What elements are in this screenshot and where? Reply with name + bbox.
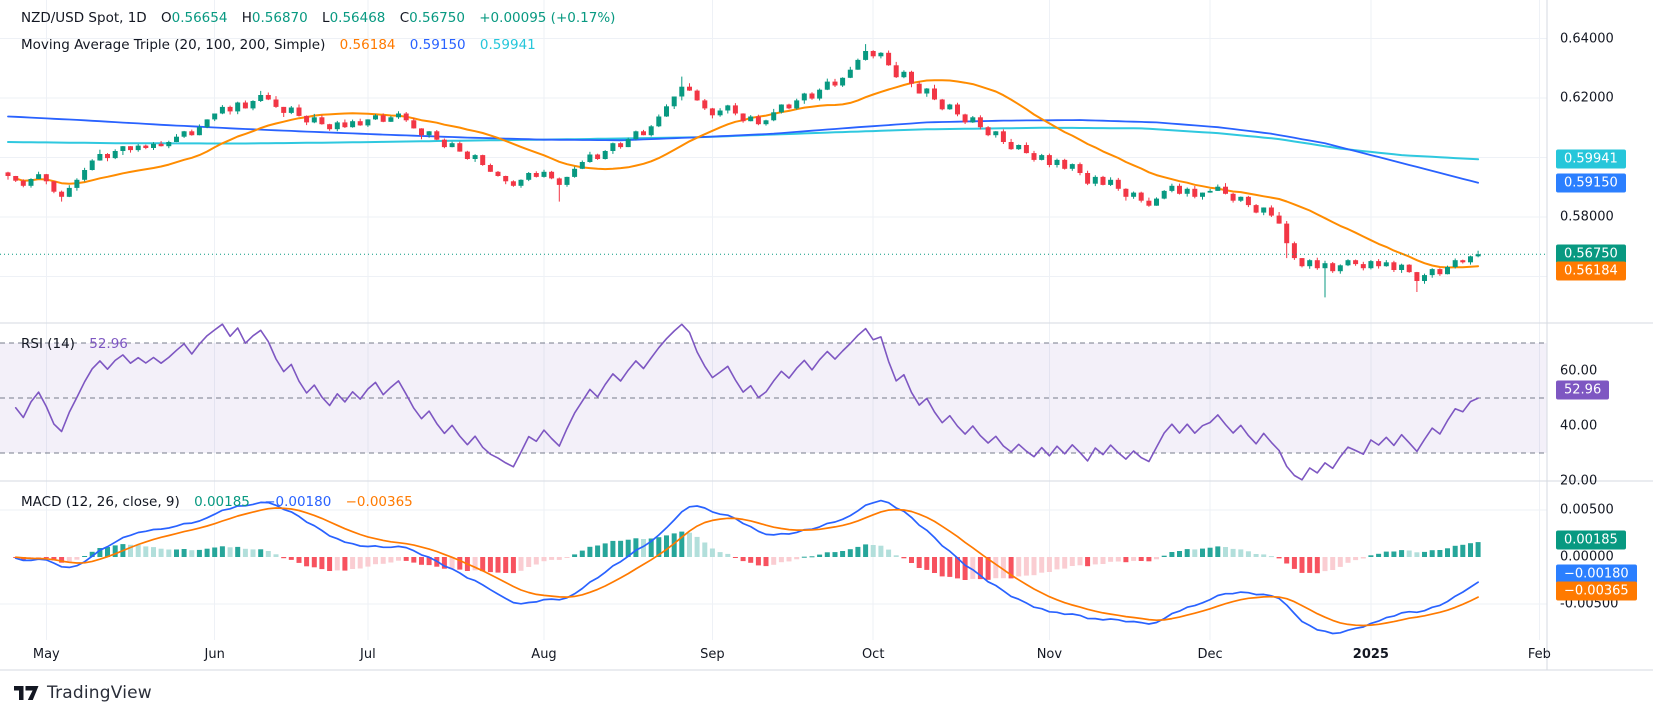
ma100-value: 0.59150 bbox=[409, 37, 466, 53]
brand-name: TradingView bbox=[47, 683, 152, 703]
close-value: 0.56750 bbox=[409, 10, 465, 26]
time-axis-label: Oct bbox=[861, 647, 885, 662]
macd-legend-title: MACD (12, 26, close, 9) bbox=[21, 494, 180, 510]
change-value: +0.00095 (+0.17%) bbox=[479, 10, 616, 26]
axis-label: 0.64000 bbox=[1560, 31, 1614, 46]
close-key: C bbox=[399, 10, 410, 26]
macd-line-value: −0.00180 bbox=[264, 494, 332, 510]
time-axis-label: May bbox=[32, 647, 60, 662]
price-axis[interactable]: 0.64000 0.62000 0.58000 60.00 40.00 20.00 0.00… bbox=[0, 0, 1653, 670]
low-value: 0.56468 bbox=[329, 10, 386, 26]
time-axis-label: Nov bbox=[1036, 647, 1063, 662]
candles[interactable] bbox=[5, 44, 1481, 298]
macd-signal-value: −0.00365 bbox=[345, 494, 413, 510]
high-value: 0.56870 bbox=[251, 10, 308, 26]
time-axis-label: Aug bbox=[531, 647, 557, 662]
time-axis-label: 2025 bbox=[1352, 647, 1389, 662]
high-key: H bbox=[241, 10, 252, 26]
axis-label: 20.00 bbox=[1560, 473, 1598, 488]
time-axis-label: Feb bbox=[1527, 647, 1551, 662]
axis-badge: 52.96 bbox=[1556, 380, 1610, 400]
open-value: 0.56654 bbox=[171, 10, 228, 26]
rsi-legend[interactable]: RSI (14) 52.96 bbox=[21, 336, 132, 352]
axis-badge: 0.56750 bbox=[1556, 244, 1626, 264]
rsi-legend-title: RSI (14) bbox=[21, 336, 75, 352]
ma200-value: 0.59941 bbox=[479, 37, 536, 53]
symbol-title: NZD/USD Spot, 1D bbox=[21, 10, 147, 26]
macd-legend[interactable]: MACD (12, 26, close, 9) 0.00185 −0.00180… bbox=[21, 494, 417, 510]
macd-hist-value: 0.00185 bbox=[194, 494, 250, 510]
symbol-legend[interactable]: NZD/USD Spot, 1D O0.56654 H0.56870 L0.56… bbox=[21, 10, 619, 26]
ma-triple-legend[interactable]: Moving Average Triple (20, 100, 200, Sim… bbox=[21, 37, 540, 53]
axis-badge: −0.00180 bbox=[1556, 564, 1637, 584]
low-key: L bbox=[322, 10, 330, 26]
axis-label: 60.00 bbox=[1560, 363, 1598, 378]
rsi-band bbox=[0, 342, 1547, 454]
time-axis-label: Jun bbox=[204, 647, 225, 662]
axis-label: 0.62000 bbox=[1560, 90, 1614, 106]
time-axis[interactable]: May Jun Jul Aug Sep Oct Nov Dec 2025 Feb bbox=[0, 640, 1653, 670]
rsi-line bbox=[14, 323, 1479, 481]
gridlines bbox=[0, 0, 1547, 640]
open-key: O bbox=[160, 10, 172, 26]
time-axis-label: Jul bbox=[360, 647, 376, 662]
tradingview-icon bbox=[14, 685, 39, 700]
axis-badge: 0.59941 bbox=[1556, 149, 1626, 169]
macd-lines bbox=[14, 499, 1479, 635]
axis-badge: 0.59150 bbox=[1556, 173, 1626, 193]
axis-badge: −0.00365 bbox=[1556, 581, 1637, 601]
tradingview-logo-link[interactable]: TradingView bbox=[14, 683, 152, 703]
axis-label: 0.00000 bbox=[1560, 549, 1614, 565]
time-axis-label: Sep bbox=[700, 647, 725, 662]
axis-label: 40.00 bbox=[1560, 418, 1598, 433]
time-axis-label: Dec bbox=[1197, 647, 1223, 662]
ma-legend-title: Moving Average Triple (20, 100, 200, Sim… bbox=[21, 37, 326, 53]
axis-badge: 0.56184 bbox=[1556, 261, 1626, 281]
axis-badge: 0.00185 bbox=[1556, 530, 1626, 549]
rsi-value: 52.96 bbox=[89, 336, 128, 352]
ma20-value: 0.56184 bbox=[339, 37, 396, 53]
ma-lines bbox=[7, 79, 1480, 269]
axis-label: 0.00500 bbox=[1560, 502, 1614, 518]
borders bbox=[0, 0, 1653, 671]
axis-label: 0.58000 bbox=[1560, 209, 1614, 225]
